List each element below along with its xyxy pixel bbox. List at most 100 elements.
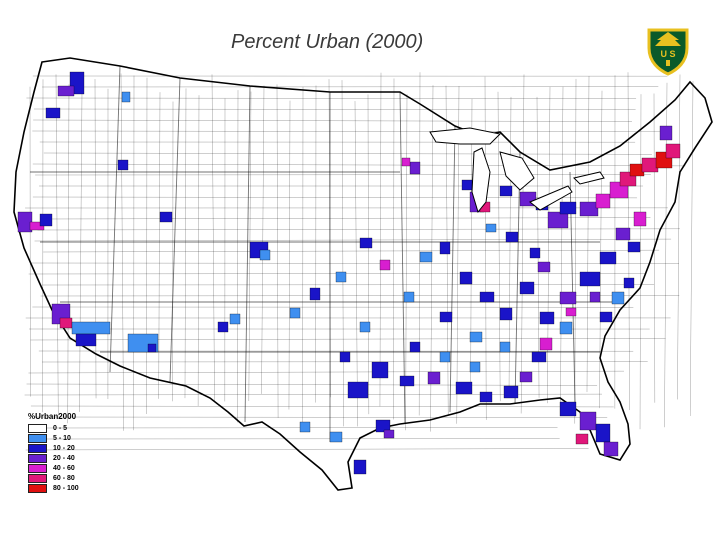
urban-county (595, 423, 611, 443)
urban-county (539, 311, 555, 325)
urban-county (589, 291, 601, 303)
urban-county (409, 161, 421, 175)
legend-label: 10 - 20 (53, 444, 75, 452)
urban-county (559, 201, 577, 215)
urban-county (611, 291, 625, 305)
urban-county (121, 91, 131, 103)
legend-label: 40 - 60 (53, 464, 75, 472)
legend-item: 0 - 5 (28, 423, 108, 433)
urban-county (309, 287, 321, 301)
urban-county (259, 249, 271, 261)
urban-county (641, 157, 659, 173)
urban-county (531, 351, 547, 363)
legend-label: 5 - 10 (53, 434, 71, 442)
lake-michigan (471, 147, 491, 214)
urban-county (559, 291, 577, 305)
urban-county (117, 159, 129, 171)
urban-county (375, 419, 391, 433)
urban-county (459, 271, 473, 285)
urban-county (401, 157, 411, 167)
legend-label: 60 - 80 (53, 474, 75, 482)
urban-county (399, 375, 415, 387)
urban-county (347, 381, 369, 399)
urban-county (547, 211, 569, 229)
urban-county (565, 307, 577, 317)
urban-county (615, 227, 631, 241)
urban-county (59, 317, 73, 329)
urban-county (461, 179, 473, 191)
legend-swatch (28, 423, 47, 433)
legend-item: 20 - 40 (28, 453, 108, 463)
urban-county (579, 201, 599, 217)
urban-county (469, 331, 483, 343)
urban-county (623, 277, 635, 289)
urban-county (439, 241, 451, 255)
urban-county (159, 211, 173, 223)
urban-county (71, 321, 111, 335)
urban-county (75, 333, 97, 347)
urban-county (409, 341, 421, 353)
urban-county (217, 321, 229, 333)
urban-county (599, 251, 617, 265)
urban-county (403, 291, 415, 303)
legend-label: 80 - 100 (53, 484, 79, 492)
urban-county (39, 213, 53, 227)
urban-county (419, 251, 433, 263)
urban-county (383, 429, 395, 439)
urban-county (537, 261, 551, 273)
legend-item: 40 - 60 (28, 463, 108, 473)
urban-county (499, 185, 513, 197)
urban-county (371, 361, 389, 379)
legend-swatch (28, 463, 47, 473)
urban-county (579, 411, 597, 431)
urban-county (519, 371, 533, 383)
urban-county (359, 321, 371, 333)
urban-counties (17, 71, 681, 475)
urban-county (439, 351, 451, 363)
urban-county (633, 211, 647, 227)
logo-text: U S (660, 49, 675, 59)
urban-county (57, 85, 75, 97)
urban-county (505, 231, 519, 243)
map-legend: %Urban2000 0 - 5 5 - 10 10 - 20 20 - 40 40 -… (28, 412, 108, 493)
us-county-map (13, 57, 713, 491)
urban-county (339, 351, 351, 363)
lake-huron (499, 151, 535, 191)
urban-county (469, 361, 481, 373)
urban-county (595, 193, 611, 209)
urban-county (335, 271, 347, 283)
urban-county (529, 247, 541, 259)
legend-swatch (28, 443, 47, 453)
urban-county (559, 321, 573, 335)
map-title: Percent Urban (2000) (231, 31, 424, 53)
urban-county (427, 371, 441, 385)
urban-county (503, 385, 519, 399)
legend-swatch (28, 483, 47, 493)
legend-swatch (28, 453, 47, 463)
urban-county (599, 311, 613, 323)
urban-county (289, 307, 301, 319)
urban-county (359, 237, 373, 249)
legend-swatch (28, 473, 47, 483)
lake-ontario (573, 171, 605, 185)
forest-service-shield-icon: U S (647, 28, 689, 76)
urban-county (229, 313, 241, 325)
urban-county (479, 391, 493, 403)
urban-county (579, 271, 601, 287)
legend-label: 0 - 5 (53, 424, 68, 432)
legend-label: 20 - 40 (53, 454, 75, 462)
urban-county (499, 307, 513, 321)
urban-county (603, 441, 619, 457)
legend-item: 5 - 10 (28, 433, 108, 443)
legend-swatch (28, 433, 47, 443)
urban-county (299, 421, 311, 433)
legend-item: 80 - 100 (28, 483, 108, 493)
urban-county (353, 459, 367, 475)
legend-item: 10 - 20 (28, 443, 108, 453)
lake-superior (429, 127, 502, 145)
urban-county (479, 291, 495, 303)
urban-county (499, 341, 511, 353)
urban-county (627, 241, 641, 253)
urban-county (329, 431, 343, 443)
urban-county (379, 259, 391, 271)
